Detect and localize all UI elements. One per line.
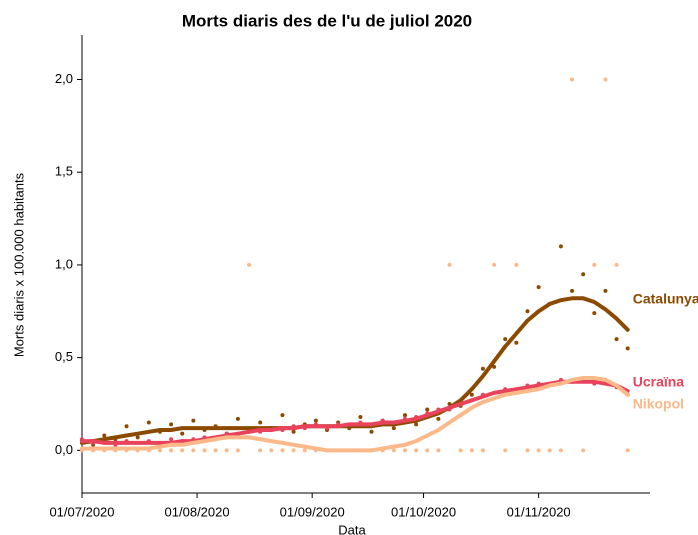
point [603,77,608,82]
point [570,77,575,82]
point [592,262,597,267]
y-tick-label: 2,0 [55,71,73,86]
point [213,448,218,453]
point [191,448,196,453]
point [458,448,463,453]
point [280,448,285,453]
point [202,448,207,453]
x-axis-title: Data [338,522,366,535]
point [313,418,318,423]
point [614,262,619,267]
series-label: Nikopol [633,395,684,411]
point [414,448,419,453]
point [235,448,240,453]
point [291,429,296,434]
point [514,340,519,345]
point [135,435,140,440]
x-tick-label: 01/07/2020 [49,504,114,519]
point [447,262,452,267]
point [146,420,151,425]
point [469,392,474,397]
y-tick-label: 1,5 [55,164,73,179]
point [291,448,296,453]
point [592,311,597,316]
series-label: Ucraïna [633,374,685,390]
point [536,448,541,453]
point [191,418,196,423]
point [269,448,274,453]
point [180,431,185,436]
series-label: Catalunya [633,291,698,307]
point [180,448,185,453]
point [402,413,407,418]
point [102,433,107,438]
point [581,448,586,453]
point [425,407,430,412]
point [124,424,129,429]
trend-line [80,296,630,445]
point [169,448,174,453]
x-tick-label: 01/10/2020 [391,504,456,519]
point [614,337,619,342]
point [280,413,285,418]
point [581,272,586,277]
x-tick-label: 01/11/2020 [507,504,571,519]
point [480,366,485,371]
point [480,448,485,453]
trend-line [80,379,630,445]
point [436,416,441,421]
chart-title: Morts diaris des de l'u de juliol 2020 [182,11,472,30]
point [391,448,396,453]
point [235,416,240,421]
point [302,448,307,453]
point [503,448,508,453]
point [603,288,608,293]
point [169,437,174,442]
point [369,429,374,434]
point [558,244,563,249]
trend-line [80,376,630,453]
point [358,414,363,419]
y-tick-label: 0,0 [55,442,73,457]
point [469,448,474,453]
x-tick-label: 01/08/2020 [165,504,230,519]
x-tick-label: 01/09/2020 [280,504,345,519]
point [514,262,519,267]
point [570,288,575,293]
point [258,448,263,453]
point [402,448,407,453]
point [536,285,541,290]
point [558,448,563,453]
point [503,337,508,342]
point [391,426,396,431]
point [625,346,630,351]
point [492,262,497,267]
y-axis-title: Morts diaris x 100.000 habitants [11,172,26,357]
point [436,448,441,453]
point [258,420,263,425]
point [224,448,229,453]
point [525,309,530,314]
point [157,448,162,453]
point [625,448,630,453]
point [547,448,552,453]
point [425,448,430,453]
y-tick-label: 0,5 [55,349,73,364]
point [525,448,530,453]
y-tick-label: 1,0 [55,256,73,271]
point [414,422,419,427]
point [247,262,252,267]
point [169,422,174,427]
